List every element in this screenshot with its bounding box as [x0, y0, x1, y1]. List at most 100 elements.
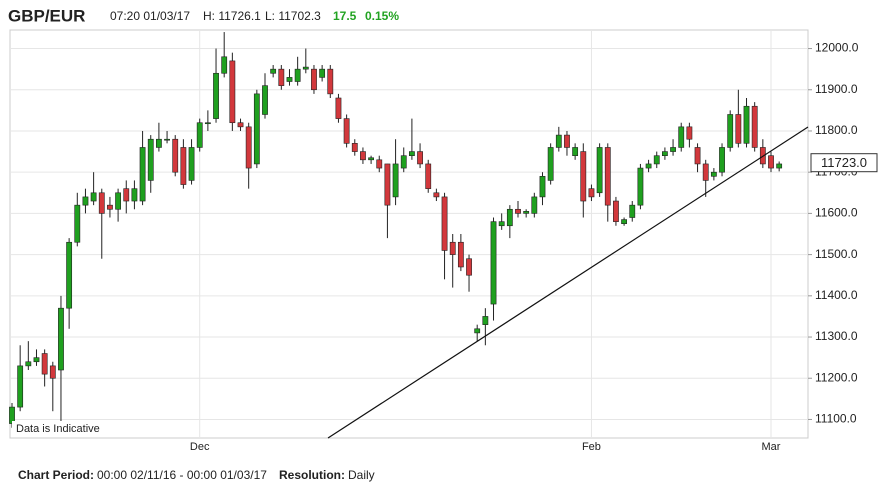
candle-body [33, 357, 40, 363]
candle-body [131, 188, 138, 202]
y-tick-label: 11800.0 [815, 123, 858, 137]
y-tick-label: 11300.0 [815, 329, 858, 343]
candle-body [727, 114, 734, 148]
y-tick-label: 11900.0 [815, 82, 858, 96]
candle-body [74, 204, 81, 243]
candle-body [123, 188, 130, 202]
candle-body [604, 147, 611, 206]
candle-body [768, 155, 774, 169]
candle-body [449, 241, 456, 255]
candle-body [351, 143, 358, 152]
note-bg [12, 421, 104, 437]
candle-body [629, 204, 636, 218]
candle-body [710, 171, 717, 177]
candle-body [213, 72, 219, 119]
candle-body [523, 211, 530, 214]
candle-body [82, 196, 89, 206]
candle-body [17, 365, 24, 408]
candle-body [751, 105, 758, 148]
candle-body [678, 126, 685, 148]
candle-body [139, 147, 146, 202]
candle-body [90, 192, 97, 202]
candle-body [580, 151, 587, 202]
candle-body [221, 56, 228, 74]
candle-body [302, 66, 309, 70]
candle-body [547, 147, 554, 181]
candle-body [572, 147, 579, 156]
candle-body [457, 241, 464, 268]
candle-body [164, 138, 170, 141]
candle-body [294, 68, 301, 82]
candle-body [474, 328, 481, 334]
candle-body [262, 85, 268, 115]
candle-body [376, 159, 383, 169]
candle-body [645, 163, 652, 169]
candle-body [490, 221, 497, 305]
y-tick-label: 11200.0 [815, 370, 858, 384]
trend-line [327, 126, 809, 439]
candle-body [719, 147, 725, 173]
low: L: 11702.3 [265, 9, 321, 23]
candle-body [735, 114, 742, 144]
candle-body [531, 196, 538, 214]
candle-body [588, 188, 595, 198]
candle-body [278, 68, 285, 86]
candle-body [188, 147, 195, 181]
candle-body [409, 151, 415, 156]
x-tick-label: Feb [582, 441, 601, 453]
candle-body [343, 118, 350, 144]
candle-body [49, 365, 56, 379]
x-tick-label: Dec [190, 441, 210, 453]
candle-body [653, 155, 660, 165]
candle-body [41, 353, 48, 375]
candle-body [400, 155, 407, 169]
candle-body [555, 134, 562, 148]
candle-body [98, 192, 105, 214]
candle-body [368, 157, 374, 161]
candle-body [613, 200, 619, 222]
candle-body [506, 208, 513, 227]
annotation: Data is Indicative [16, 423, 100, 435]
candle-body [253, 93, 260, 165]
candle-body [270, 68, 277, 74]
candle-body [311, 68, 317, 91]
candle-body [596, 147, 603, 194]
candle-body [229, 60, 236, 124]
candle-body [335, 97, 342, 119]
candle-body [172, 138, 179, 173]
plot-frame [9, 29, 809, 439]
y-tick-label: 11500.0 [815, 247, 858, 261]
candle-body [637, 167, 644, 206]
candle-body [360, 151, 366, 161]
candle-body [441, 196, 448, 251]
candle-body [237, 122, 244, 128]
x-tick-label: Mar [762, 441, 781, 453]
time: 07:20 01/03/17 [110, 9, 190, 23]
candle-body [66, 241, 73, 309]
candle-body [147, 138, 154, 181]
candle-body [425, 163, 432, 189]
candle-body [25, 361, 32, 367]
candle-body [319, 68, 326, 78]
resolution: Daily [348, 468, 375, 482]
candle-body [58, 307, 64, 371]
candle-body [196, 122, 203, 148]
candle-body [776, 163, 783, 169]
resolution-label: Resolution: [279, 468, 345, 482]
candle-body [621, 219, 627, 224]
y-tick-label: 11600.0 [815, 206, 858, 220]
last-price: 11723.0 [821, 155, 867, 170]
candle-body [564, 134, 570, 148]
candle-body [466, 258, 472, 276]
y-tick-label: 11100.0 [815, 412, 857, 426]
candle-body [433, 192, 440, 198]
candle-body [286, 77, 293, 82]
y-tick-label: 12000.0 [815, 41, 859, 55]
y-tick-label: 11400.0 [815, 288, 858, 302]
candle-body [156, 138, 162, 148]
candle-body [115, 192, 121, 210]
last-price-box [810, 153, 878, 173]
period: 00:00 02/11/16 - 00:00 01/03/17 [97, 468, 267, 482]
candle-body [384, 163, 391, 206]
